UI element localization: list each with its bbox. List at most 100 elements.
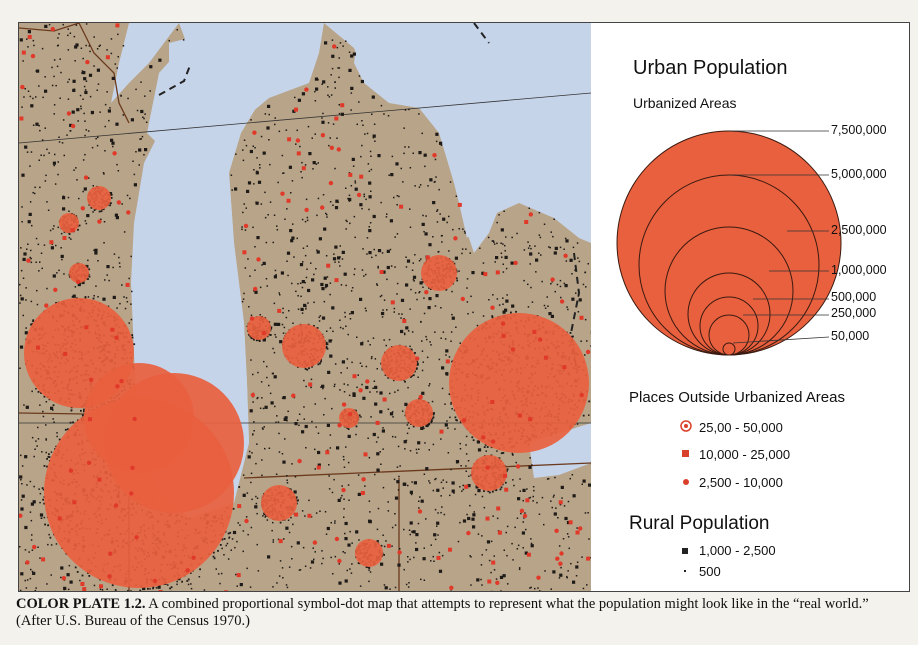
rural-dot	[67, 196, 70, 199]
rural-dot	[498, 214, 500, 216]
rural-dot	[422, 214, 424, 217]
rural-dot	[274, 405, 276, 408]
urban-dot	[404, 380, 406, 383]
rural-dot	[138, 164, 140, 166]
rural-dot	[74, 286, 77, 288]
place-symbol	[352, 374, 357, 379]
rural-dot	[43, 244, 46, 246]
rural-dot	[33, 192, 36, 195]
rural-dot	[117, 56, 119, 58]
rural-dot	[368, 251, 372, 255]
rural-dot	[246, 492, 249, 494]
rural-dot	[519, 490, 521, 492]
rural-dot	[367, 163, 370, 165]
rural-dot	[450, 403, 452, 405]
rural-dot	[445, 372, 449, 376]
rural-dot	[452, 228, 454, 231]
place-symbol	[84, 325, 89, 330]
rural-dot	[111, 76, 115, 80]
rural-dot	[249, 409, 253, 413]
rural-dot	[75, 167, 77, 169]
rural-dot	[559, 503, 562, 506]
rural-dot	[301, 312, 304, 314]
rural-dot	[286, 260, 288, 262]
rural-dot	[552, 570, 556, 574]
place-symbol	[528, 212, 533, 217]
rural-dot	[273, 275, 277, 279]
place-symbol	[562, 365, 567, 370]
rural-dot	[259, 286, 262, 289]
urban-dot	[319, 362, 321, 365]
rural-dot	[60, 566, 64, 570]
place-symbol	[554, 528, 559, 533]
rural-dot	[34, 448, 36, 450]
rural-dot	[37, 438, 40, 440]
rural-dot	[405, 283, 409, 287]
rural-dot	[411, 269, 414, 271]
rural-dot	[425, 215, 427, 217]
rural-dot	[24, 525, 28, 530]
rural-dot	[367, 340, 369, 342]
rural-dot	[387, 501, 389, 503]
rural-dot	[496, 298, 499, 300]
rural-dot	[323, 227, 327, 231]
rural-dot	[319, 315, 322, 317]
rural-dot	[351, 563, 353, 565]
rural-dot	[278, 130, 281, 133]
place-symbol	[320, 133, 326, 138]
rural-dot	[334, 383, 336, 386]
rural-dot	[268, 139, 270, 141]
rural-dot	[321, 287, 325, 291]
rural-dot	[136, 109, 139, 112]
rural-dot	[328, 475, 330, 477]
rural-dot	[69, 32, 72, 34]
rural-dot	[53, 225, 55, 227]
urban-dot	[416, 362, 419, 365]
rural-dot	[440, 481, 443, 484]
urban-dot	[212, 551, 215, 554]
rural-dot	[505, 236, 507, 238]
rural-dot	[403, 152, 405, 155]
rural-dot	[264, 516, 266, 518]
place-symbol	[88, 417, 92, 422]
rural-dot	[433, 181, 436, 183]
rural-dot	[475, 485, 479, 489]
rural-dot	[301, 510, 304, 512]
place-symbol	[497, 530, 502, 535]
rural-dot	[333, 385, 336, 388]
rural-dot	[140, 81, 142, 83]
urban-dot	[133, 343, 136, 346]
rural-dot	[419, 291, 421, 293]
rural-dot	[315, 87, 319, 91]
rural-dot	[325, 533, 328, 535]
rural-dot	[53, 104, 56, 106]
rural-dot	[389, 219, 393, 223]
rural-dot	[500, 228, 504, 232]
rural-dot	[305, 385, 307, 388]
rural-dot	[359, 297, 363, 301]
rural-dot	[369, 571, 372, 573]
rural-dot	[45, 451, 47, 454]
rural-dot	[32, 97, 34, 100]
urban-dot	[432, 413, 435, 416]
urban-dot	[93, 209, 96, 211]
rural-dot	[377, 436, 379, 439]
rural-dot	[338, 261, 340, 263]
rural-dot	[269, 201, 272, 203]
rural-dot	[121, 203, 123, 205]
rural-dot	[58, 141, 61, 143]
rural-dot	[256, 157, 258, 159]
rural-dot	[132, 160, 134, 162]
rural-dot	[552, 235, 554, 238]
urban-dot	[264, 339, 266, 342]
rural-dot	[559, 573, 563, 577]
rural-dot	[368, 520, 372, 524]
rural-dot	[66, 134, 68, 136]
rural-dot	[123, 231, 126, 233]
rural-dot	[442, 217, 446, 221]
place-symbol	[526, 552, 531, 557]
rural-dot	[239, 583, 243, 587]
rural-dot	[343, 498, 345, 500]
rural-dot	[404, 109, 407, 111]
rural-dot	[135, 151, 137, 153]
